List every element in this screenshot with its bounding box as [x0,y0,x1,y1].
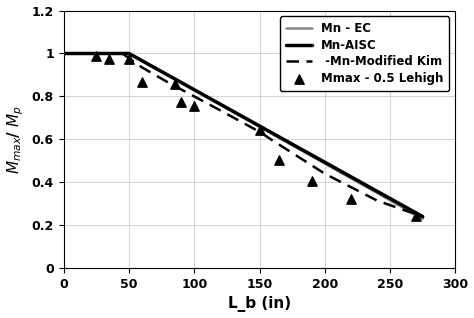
Mmax - 0.5 Lehigh [106,56,113,61]
Mmax - 0.5 Lehigh [138,80,146,85]
Mn - EC [126,52,132,55]
Mmax - 0.5 Lehigh [171,81,178,86]
Mmax - 0.5 Lehigh [347,197,355,202]
 -Mn-Modified Kim [322,172,328,176]
Y-axis label: $M_{max}$/ $M_p$: $M_{max}$/ $M_p$ [6,105,26,174]
Mn-AISC [61,52,66,55]
 -Mn-Modified Kim [139,66,145,69]
Mn - EC [133,55,138,59]
 -Mn-Modified Kim [420,215,426,218]
Mn - EC [420,217,426,221]
Mmax - 0.5 Lehigh [308,179,316,184]
Mmax - 0.5 Lehigh [256,127,264,132]
 -Mn-Modified Kim [218,108,223,112]
Line: Mn - EC: Mn - EC [64,53,423,219]
Line: Mn-AISC: Mn-AISC [64,53,423,217]
Mn - EC [61,52,66,55]
Mn-AISC [420,215,426,218]
Line:  -Mn-Modified Kim: -Mn-Modified Kim [64,53,423,217]
Mmax - 0.5 Lehigh [177,99,185,104]
Mmax - 0.5 Lehigh [275,157,283,162]
 -Mn-Modified Kim [119,52,125,55]
 -Mn-Modified Kim [374,199,380,203]
 -Mn-Modified Kim [191,94,197,98]
 -Mn-Modified Kim [270,139,275,142]
 -Mn-Modified Kim [257,130,263,134]
 -Mn-Modified Kim [61,52,66,55]
X-axis label: L_b (in): L_b (in) [228,296,291,313]
Mmax - 0.5 Lehigh [412,213,420,218]
Legend: Mn - EC, Mn-AISC,  -Mn-Modified Kim, Mmax - 0.5 Lehigh: Mn - EC, Mn-AISC, -Mn-Modified Kim, Mmax… [280,17,449,91]
Mn-AISC [126,52,132,55]
 -Mn-Modified Kim [165,80,171,84]
Mmax - 0.5 Lehigh [191,104,198,109]
Mmax - 0.5 Lehigh [125,56,133,61]
Mmax - 0.5 Lehigh [92,53,100,58]
